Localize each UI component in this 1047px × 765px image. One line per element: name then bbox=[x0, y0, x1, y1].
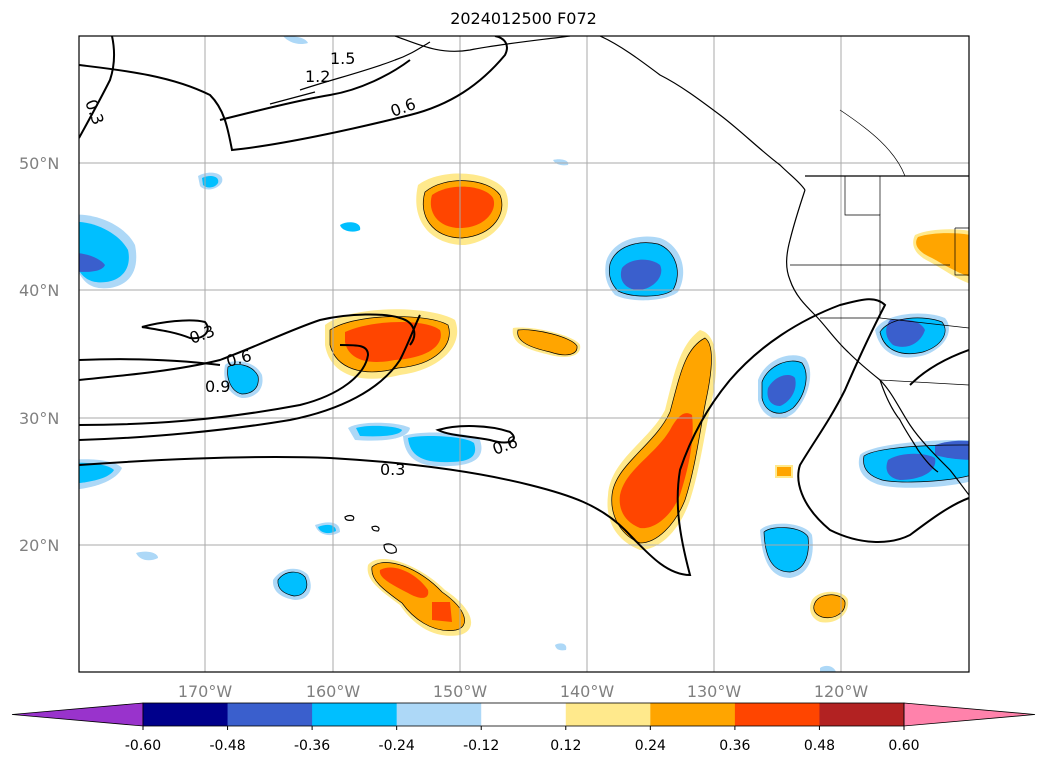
lon-label: 120°W bbox=[814, 682, 869, 701]
contour-label: 1.5 bbox=[330, 49, 355, 68]
lon-label: 160°W bbox=[306, 682, 361, 701]
colorbar-segment bbox=[312, 703, 398, 726]
graticule bbox=[79, 36, 969, 672]
contour-label: 0.3 bbox=[380, 460, 405, 479]
lon-label: 170°W bbox=[178, 682, 233, 701]
negative-anomaly-regions bbox=[79, 36, 969, 672]
contour-label: 0.3 bbox=[187, 321, 217, 348]
colorbar-label: 0.36 bbox=[719, 738, 750, 754]
colorbar-label: -0.48 bbox=[209, 738, 245, 754]
lat-label: 50°N bbox=[19, 154, 59, 173]
colorbar-max-extension bbox=[903, 702, 1036, 727]
colorbar: -0.60 -0.48 -0.36 -0.24 -0.12 0.12 0.24 0.36 0.4… bbox=[11, 702, 1036, 754]
colorbar-segment bbox=[481, 703, 567, 726]
contour-label: 0.6 bbox=[388, 94, 418, 121]
longitude-labels: 170°W 160°W 150°W 140°W 130°W 120°W bbox=[178, 682, 869, 701]
map-title: 2024012500 F072 bbox=[450, 9, 597, 28]
colorbar-label: 0.48 bbox=[804, 738, 835, 754]
lat-label: 20°N bbox=[19, 536, 59, 555]
lon-label: 140°W bbox=[560, 682, 615, 701]
colorbar-label: -0.24 bbox=[379, 738, 415, 754]
coastlines bbox=[269, 36, 969, 554]
colorbar-label: 0.12 bbox=[550, 738, 581, 754]
map-area bbox=[79, 36, 969, 672]
shading-outlines bbox=[227, 180, 969, 631]
contour-label: 1.2 bbox=[305, 67, 330, 86]
colorbar-segment bbox=[819, 703, 905, 726]
colorbar-outline bbox=[142, 702, 905, 727]
lat-label: 30°N bbox=[19, 409, 59, 428]
contour-label: 0.6 bbox=[490, 432, 520, 459]
positive-anomaly-regions bbox=[325, 173, 969, 636]
lat-label: 40°N bbox=[19, 281, 59, 300]
colorbar-label: 0.60 bbox=[888, 738, 919, 754]
colorbar-label: -0.12 bbox=[463, 738, 499, 754]
colorbar-label: -0.60 bbox=[125, 738, 161, 754]
colorbar-segment bbox=[396, 703, 482, 726]
state-borders bbox=[790, 109, 969, 386]
colorbar-label: -0.36 bbox=[294, 738, 330, 754]
contour-label: 0.9 bbox=[205, 377, 230, 396]
map-frame bbox=[78, 35, 970, 673]
lon-label: 130°W bbox=[687, 682, 742, 701]
colorbar-label: 0.24 bbox=[635, 738, 666, 754]
contour-labels: 1.5 1.2 0.6 0.3 0.3 0.6 0.9 0.6 0.3 bbox=[81, 49, 520, 479]
colorbar-segment bbox=[734, 703, 820, 726]
colorbar-min-extension bbox=[11, 702, 144, 727]
colorbar-segment bbox=[227, 703, 313, 726]
latitude-labels: 50°N 40°N 30°N 20°N bbox=[19, 154, 59, 555]
colorbar-segment bbox=[650, 703, 736, 726]
colorbar-segment bbox=[143, 703, 229, 726]
contour-lines bbox=[79, 36, 969, 577]
colorbar-segment bbox=[565, 703, 651, 726]
contour-label: 0.3 bbox=[81, 97, 108, 127]
lon-label: 150°W bbox=[433, 682, 488, 701]
